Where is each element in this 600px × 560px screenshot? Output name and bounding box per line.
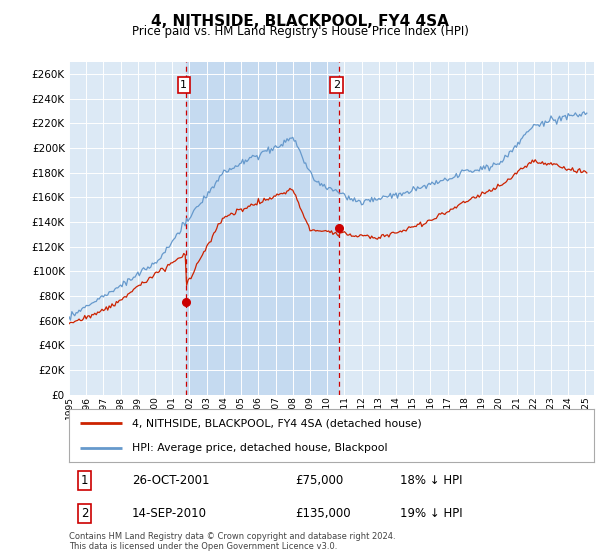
Text: 14-SEP-2010: 14-SEP-2010 [132,507,207,520]
Text: 4, NITHSIDE, BLACKPOOL, FY4 4SA (detached house): 4, NITHSIDE, BLACKPOOL, FY4 4SA (detache… [132,419,422,429]
Text: Price paid vs. HM Land Registry's House Price Index (HPI): Price paid vs. HM Land Registry's House … [131,25,469,38]
Text: 26-OCT-2001: 26-OCT-2001 [132,474,209,487]
Bar [187,62,340,395]
Text: 1: 1 [181,80,187,90]
Text: HPI: Average price, detached house, Blackpool: HPI: Average price, detached house, Blac… [132,443,388,453]
Text: £75,000: £75,000 [295,474,343,487]
Text: 1: 1 [81,474,89,487]
Text: £135,000: £135,000 [295,507,350,520]
Text: 19% ↓ HPI: 19% ↓ HPI [400,507,463,520]
Text: 18% ↓ HPI: 18% ↓ HPI [400,474,462,487]
Text: 2: 2 [333,80,340,90]
Text: 2: 2 [81,507,89,520]
Text: Contains HM Land Registry data © Crown copyright and database right 2024.
This d: Contains HM Land Registry data © Crown c… [69,532,395,552]
Text: 4, NITHSIDE, BLACKPOOL, FY4 4SA: 4, NITHSIDE, BLACKPOOL, FY4 4SA [151,14,449,29]
